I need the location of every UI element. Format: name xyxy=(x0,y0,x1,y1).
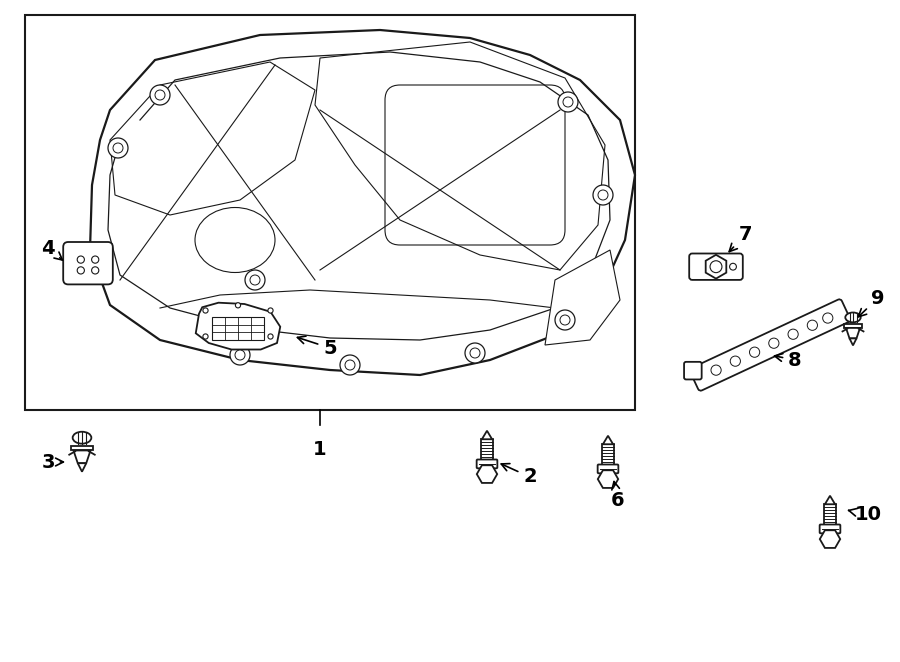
Circle shape xyxy=(558,92,578,112)
Circle shape xyxy=(77,256,85,263)
Bar xyxy=(25,15,635,410)
Circle shape xyxy=(769,338,779,348)
Circle shape xyxy=(465,343,485,363)
Circle shape xyxy=(340,355,360,375)
Circle shape xyxy=(823,313,832,323)
Text: 3: 3 xyxy=(41,453,63,471)
FancyBboxPatch shape xyxy=(689,299,850,391)
Circle shape xyxy=(268,334,273,339)
Circle shape xyxy=(555,310,575,330)
Circle shape xyxy=(710,261,722,273)
Circle shape xyxy=(92,256,99,263)
FancyBboxPatch shape xyxy=(63,242,112,285)
FancyBboxPatch shape xyxy=(689,254,742,280)
Circle shape xyxy=(202,308,208,313)
Polygon shape xyxy=(850,338,857,346)
Circle shape xyxy=(113,143,123,153)
Polygon shape xyxy=(603,436,613,444)
Circle shape xyxy=(268,308,273,313)
Circle shape xyxy=(560,315,570,325)
Circle shape xyxy=(250,275,260,285)
Circle shape xyxy=(470,348,480,358)
Circle shape xyxy=(245,270,265,290)
Polygon shape xyxy=(74,450,91,463)
Text: 8: 8 xyxy=(775,350,802,369)
Circle shape xyxy=(92,267,99,274)
Text: 9: 9 xyxy=(859,289,885,317)
Polygon shape xyxy=(825,496,835,504)
Polygon shape xyxy=(90,30,635,375)
FancyBboxPatch shape xyxy=(684,362,702,379)
Circle shape xyxy=(345,360,355,370)
Text: 6: 6 xyxy=(611,481,625,510)
Circle shape xyxy=(150,85,170,105)
Text: 7: 7 xyxy=(729,226,751,252)
Circle shape xyxy=(235,350,245,360)
Circle shape xyxy=(563,97,573,107)
Circle shape xyxy=(730,263,736,270)
Circle shape xyxy=(730,356,741,366)
Text: 1: 1 xyxy=(313,440,327,459)
Circle shape xyxy=(788,329,798,340)
Bar xyxy=(844,324,862,328)
Polygon shape xyxy=(545,250,620,345)
Bar xyxy=(71,446,93,450)
Polygon shape xyxy=(846,328,860,338)
Text: 10: 10 xyxy=(849,506,881,524)
Circle shape xyxy=(155,90,165,100)
Text: 4: 4 xyxy=(41,238,62,260)
Circle shape xyxy=(807,320,817,330)
Ellipse shape xyxy=(73,432,92,444)
Circle shape xyxy=(230,345,250,365)
Circle shape xyxy=(750,347,760,357)
Ellipse shape xyxy=(845,312,860,322)
Circle shape xyxy=(202,334,208,339)
Circle shape xyxy=(598,190,608,200)
Polygon shape xyxy=(482,431,492,440)
Text: 5: 5 xyxy=(297,336,337,357)
Circle shape xyxy=(77,267,85,274)
Circle shape xyxy=(108,138,128,158)
FancyBboxPatch shape xyxy=(477,459,498,468)
Circle shape xyxy=(711,365,721,375)
FancyBboxPatch shape xyxy=(598,465,618,473)
Polygon shape xyxy=(77,463,86,472)
Polygon shape xyxy=(196,303,280,350)
Text: 2: 2 xyxy=(501,463,536,487)
FancyBboxPatch shape xyxy=(820,524,841,534)
Circle shape xyxy=(593,185,613,205)
Circle shape xyxy=(236,303,240,308)
